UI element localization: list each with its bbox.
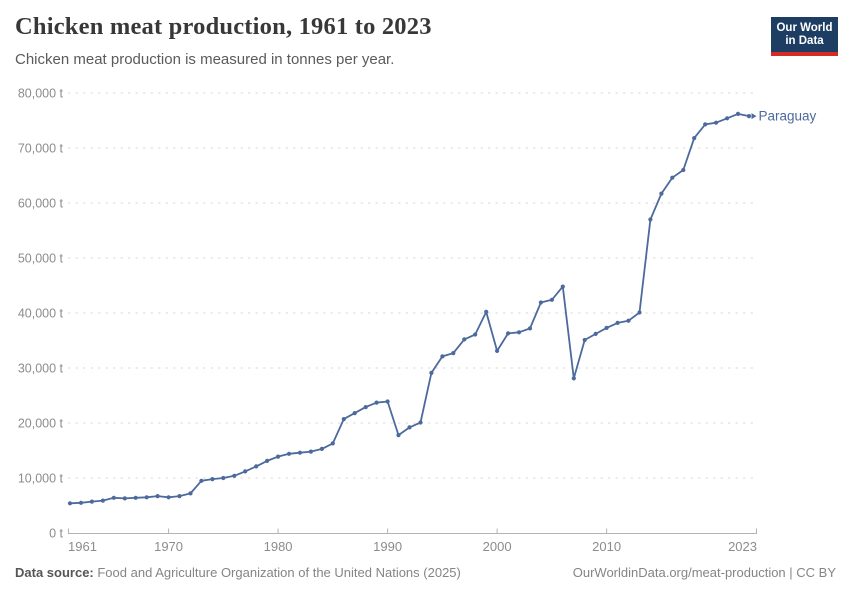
data-point[interactable] xyxy=(100,498,105,503)
y-axis-tick-label: 40,000 t xyxy=(18,306,64,320)
data-point[interactable] xyxy=(276,454,281,459)
data-point[interactable] xyxy=(407,425,412,430)
data-point[interactable] xyxy=(352,411,357,416)
data-point[interactable] xyxy=(637,310,642,315)
data-point[interactable] xyxy=(451,351,456,356)
series-label-paraguay[interactable]: Paraguay xyxy=(759,109,817,124)
data-point[interactable] xyxy=(286,451,292,456)
data-point[interactable] xyxy=(429,370,434,375)
data-point[interactable] xyxy=(188,491,193,496)
data-point[interactable] xyxy=(341,417,346,422)
x-axis-tick-label: 1980 xyxy=(264,539,293,554)
y-axis-tick-label: 50,000 t xyxy=(18,251,64,265)
data-point[interactable] xyxy=(593,331,598,336)
data-point[interactable] xyxy=(166,495,171,500)
data-point[interactable] xyxy=(254,464,259,469)
y-axis-tick-label: 10,000 t xyxy=(18,471,64,485)
data-point[interactable] xyxy=(516,330,522,335)
data-point[interactable] xyxy=(473,332,478,337)
x-axis-tick-label: 2023 xyxy=(728,539,757,554)
y-axis-tick-label: 30,000 t xyxy=(18,361,64,375)
data-point[interactable] xyxy=(210,477,215,482)
y-axis-tick-label: 80,000 t xyxy=(18,86,64,100)
chart-header: Chicken meat production, 1961 to 2023 Ch… xyxy=(15,13,735,68)
y-axis-tick-label: 70,000 t xyxy=(18,141,64,155)
data-point[interactable] xyxy=(67,501,73,506)
series-end-arrow-icon xyxy=(751,113,757,120)
data-point[interactable] xyxy=(440,354,445,359)
data-point[interactable] xyxy=(374,400,379,405)
data-point[interactable] xyxy=(484,309,489,314)
data-point[interactable] xyxy=(78,500,84,505)
attribution-link[interactable]: OurWorldinData.org/meat-production | CC … xyxy=(572,565,836,580)
data-point[interactable] xyxy=(221,475,226,481)
x-axis-tick-label: 2010 xyxy=(592,539,621,554)
data-point[interactable] xyxy=(462,337,467,342)
data-point[interactable] xyxy=(495,348,500,353)
data-point[interactable] xyxy=(243,469,248,474)
data-point[interactable] xyxy=(396,433,401,438)
data-point[interactable] xyxy=(265,458,270,463)
data-point[interactable] xyxy=(177,494,182,499)
data-point[interactable] xyxy=(735,111,741,116)
chart-footer: Data source: Food and Agriculture Organi… xyxy=(15,565,836,580)
data-point[interactable] xyxy=(582,337,587,343)
data-source-label: Data source: xyxy=(15,565,94,580)
data-point[interactable] xyxy=(604,325,609,330)
data-source-text: Food and Agriculture Organization of the… xyxy=(93,565,461,580)
data-point[interactable] xyxy=(648,217,653,222)
data-point[interactable] xyxy=(144,495,149,500)
data-point[interactable] xyxy=(297,450,303,455)
data-point[interactable] xyxy=(549,297,555,302)
chart-subtitle: Chicken meat production is measured in t… xyxy=(15,51,395,68)
x-axis-tick-label: 1970 xyxy=(154,539,183,554)
data-point[interactable] xyxy=(538,300,544,305)
data-source-note: Data source: Food and Agriculture Organi… xyxy=(15,565,461,580)
data-point[interactable] xyxy=(560,284,565,289)
x-axis-tick-label: 2000 xyxy=(483,539,512,554)
data-point[interactable] xyxy=(308,449,313,454)
data-point[interactable] xyxy=(418,420,423,425)
data-point[interactable] xyxy=(506,331,511,336)
data-point[interactable] xyxy=(319,446,324,451)
data-point[interactable] xyxy=(681,167,686,173)
owid-logo-line1: Our World xyxy=(776,22,833,34)
data-point[interactable] xyxy=(122,496,127,501)
data-point[interactable] xyxy=(692,136,697,141)
data-point[interactable] xyxy=(527,326,533,331)
data-point[interactable] xyxy=(232,473,237,478)
data-point[interactable] xyxy=(725,116,730,121)
y-axis-tick-label: 20,000 t xyxy=(18,416,64,430)
data-point[interactable] xyxy=(363,405,368,410)
data-point[interactable] xyxy=(714,120,719,125)
data-point[interactable] xyxy=(199,478,204,483)
chart-title: Chicken meat production, 1961 to 2023 xyxy=(15,13,432,40)
data-point[interactable] xyxy=(703,122,708,127)
owid-logo-line2: in Data xyxy=(785,35,824,47)
data-point[interactable] xyxy=(155,494,160,499)
data-point[interactable] xyxy=(615,320,620,325)
data-point[interactable] xyxy=(133,495,138,500)
x-axis-tick-label: 1990 xyxy=(373,539,402,554)
owid-logo[interactable]: Our World in Data xyxy=(771,17,838,56)
data-point[interactable] xyxy=(385,399,390,404)
x-axis-tick-label: 1961 xyxy=(68,539,97,554)
data-point[interactable] xyxy=(746,114,752,119)
data-point[interactable] xyxy=(571,376,576,381)
production-line-paraguay[interactable] xyxy=(69,113,750,505)
y-axis-tick-label: 0 t xyxy=(49,526,63,540)
data-point[interactable] xyxy=(659,191,664,196)
data-point[interactable] xyxy=(330,441,335,446)
data-point[interactable] xyxy=(626,318,631,323)
data-point[interactable] xyxy=(670,175,675,180)
y-axis-tick-label: 60,000 t xyxy=(18,196,64,210)
data-point[interactable] xyxy=(111,495,116,500)
data-point[interactable] xyxy=(89,499,94,504)
